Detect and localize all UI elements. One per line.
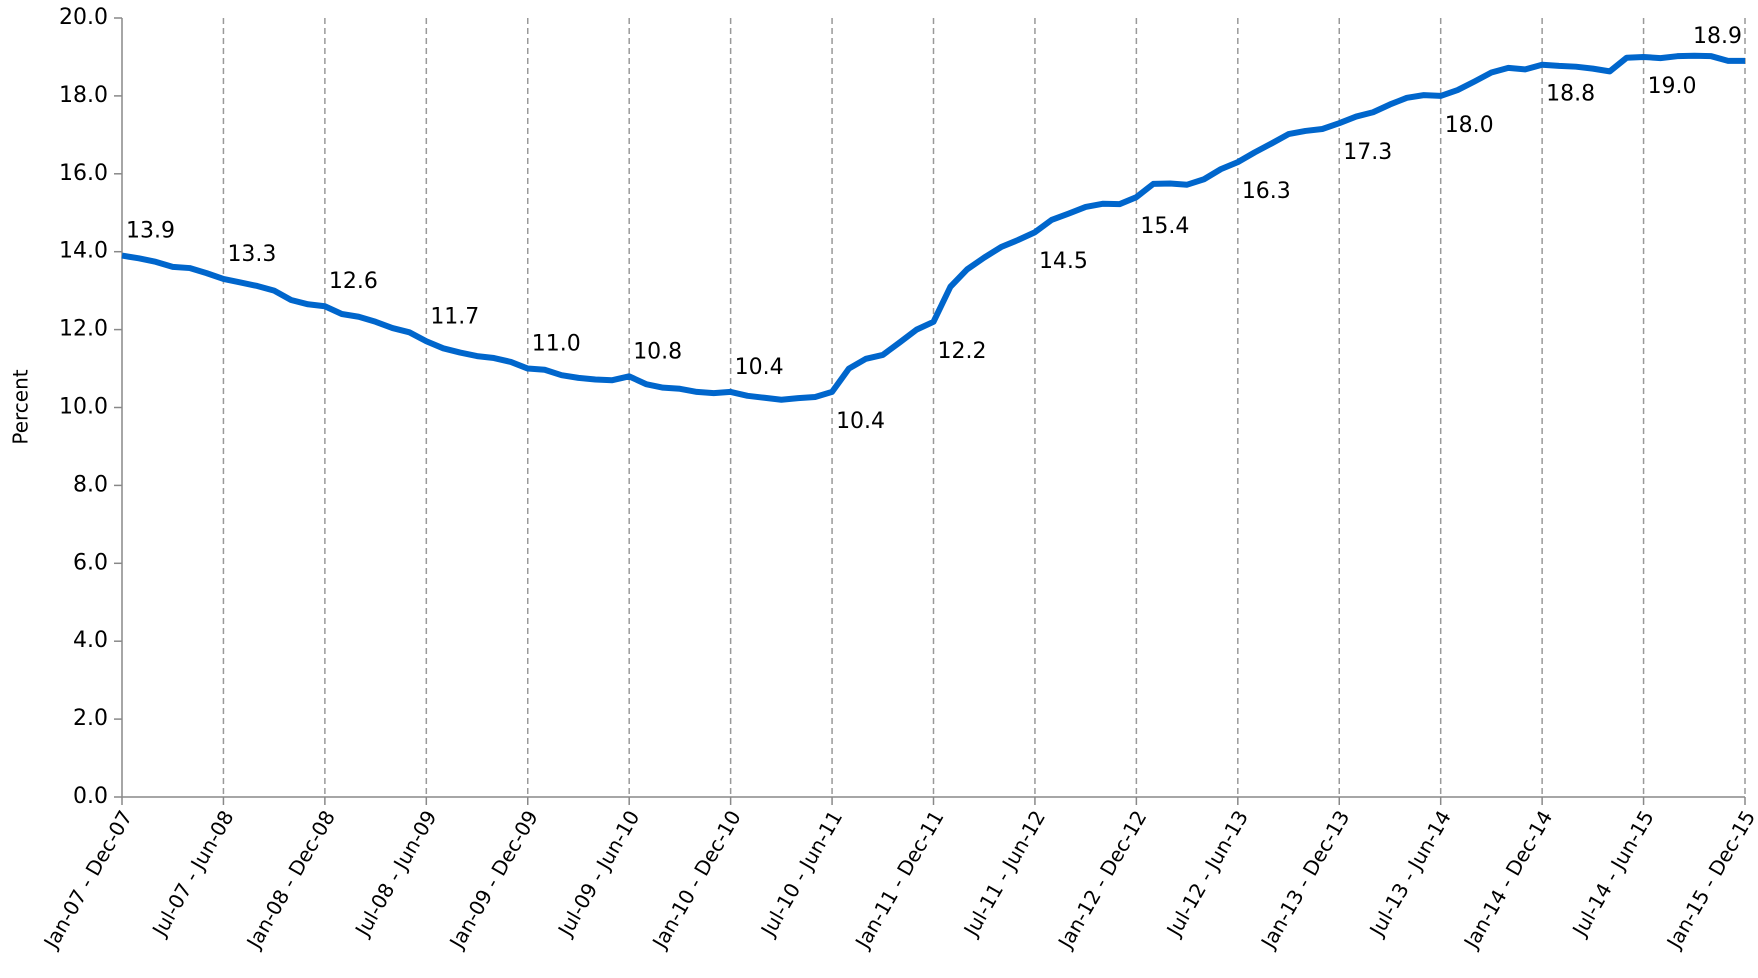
data-label: 18.8	[1546, 82, 1595, 107]
y-tick-label: 16.0	[59, 161, 108, 186]
y-tick-label: 0.0	[73, 784, 108, 809]
x-tick-label: Jan-11 - Dec-11	[849, 806, 948, 954]
x-tick-label: Jan-09 - Dec-09	[444, 806, 543, 954]
x-tick-label: Jan-15 - Dec-15	[1661, 806, 1758, 954]
x-tick-label: Jan-12 - Dec-12	[1052, 806, 1151, 954]
data-label: 16.3	[1242, 179, 1291, 204]
data-label: 12.6	[329, 269, 378, 294]
data-label: 13.3	[227, 242, 276, 267]
data-label: 14.5	[1039, 249, 1088, 274]
x-tick-label: Jul-12 - Jun-13	[1161, 806, 1253, 942]
y-tick-label: 4.0	[73, 628, 108, 653]
x-tick-label: Jul-08 - Jun-09	[349, 806, 441, 942]
data-label: 10.8	[633, 339, 682, 364]
y-tick-label: 14.0	[59, 239, 108, 264]
x-tick-label: Jul-10 - Jun-11	[755, 806, 847, 942]
x-tick-label: Jan-13 - Dec-13	[1255, 806, 1354, 954]
data-label: 12.2	[938, 339, 987, 364]
x-tick-label: Jan-10 - Dec-10	[647, 806, 746, 954]
y-tick-label: 6.0	[73, 550, 108, 575]
data-label: 18.9	[1693, 24, 1742, 49]
x-tick-label: Jul-07 - Jun-08	[146, 806, 238, 942]
data-label: 19.0	[1648, 74, 1697, 99]
x-tick-label: Jan-08 - Dec-08	[241, 806, 340, 954]
x-tick-label: Jul-13 - Jun-14	[1364, 806, 1456, 942]
data-label: 11.0	[532, 332, 581, 357]
y-tick-label: 18.0	[59, 83, 108, 108]
x-tick-label: Jan-07 - Dec-07	[38, 806, 137, 954]
x-tick-label: Jan-14 - Dec-14	[1458, 806, 1557, 954]
y-tick-label: 8.0	[73, 472, 108, 497]
x-tick-label: Jul-11 - Jun-12	[958, 806, 1050, 942]
data-label: 13.9	[126, 219, 175, 244]
data-label: 15.4	[1140, 214, 1189, 239]
y-tick-label: 10.0	[59, 395, 108, 420]
x-tick-label: Jul-14 - Jun-15	[1567, 806, 1659, 942]
x-tick-label: Jul-09 - Jun-10	[552, 806, 644, 942]
data-label: 11.7	[430, 304, 479, 329]
data-label: 18.0	[1445, 113, 1494, 138]
y-tick-label: 2.0	[73, 706, 108, 731]
y-axis-label: Percent	[9, 369, 33, 444]
data-label: 10.4	[735, 355, 784, 380]
y-tick-label: 12.0	[59, 317, 108, 342]
line	[121, 52, 1745, 403]
y-tick-label: 20.0	[59, 5, 108, 30]
data-label: 17.3	[1343, 140, 1392, 165]
data-label: 10.4	[836, 409, 885, 434]
